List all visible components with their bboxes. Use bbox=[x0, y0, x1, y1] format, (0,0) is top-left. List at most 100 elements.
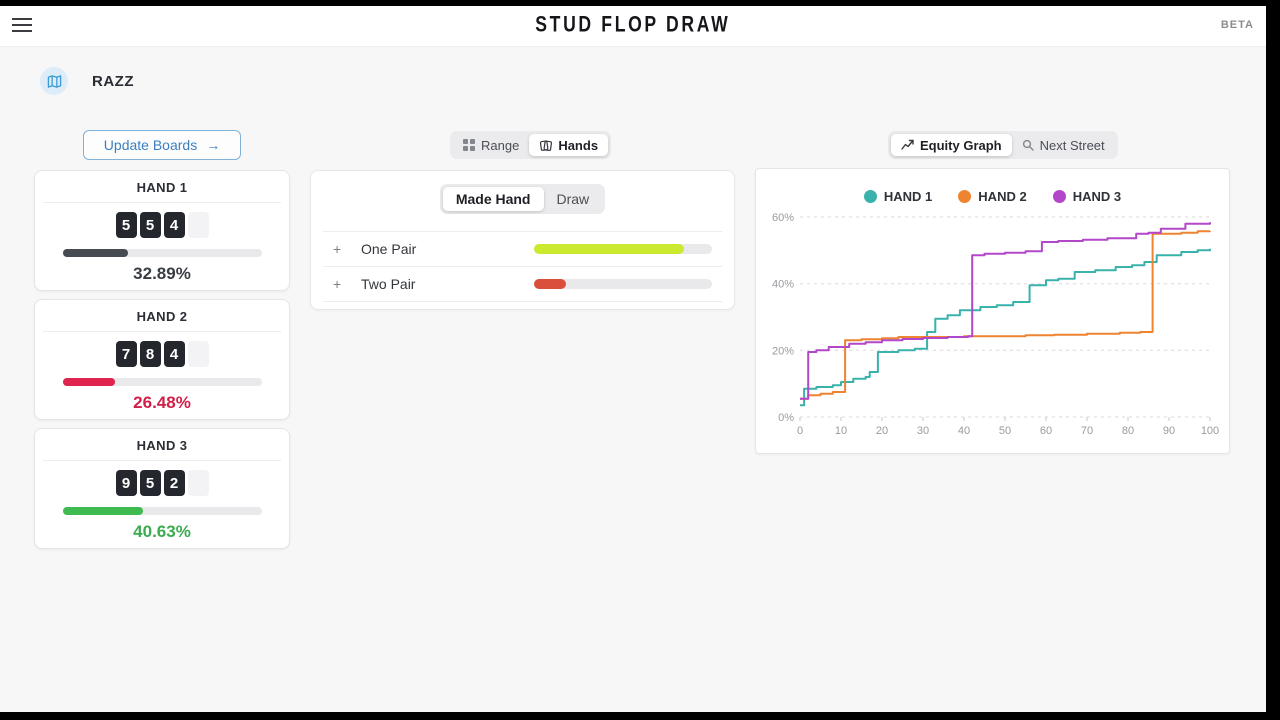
legend-dot-icon bbox=[1052, 190, 1066, 203]
top-bar: STUD FLOP DRAW BETA bbox=[0, 6, 1266, 47]
svg-text:60%: 60% bbox=[771, 212, 793, 224]
hidden-card-tile bbox=[187, 470, 209, 496]
svg-text:0: 0 bbox=[796, 425, 802, 437]
tab-range[interactable]: Range bbox=[453, 134, 529, 156]
tab-range-label: Range bbox=[481, 137, 520, 153]
frequency-bar-track bbox=[534, 244, 712, 254]
hand-2-title: HAND 2 bbox=[136, 309, 188, 324]
hand-3-title: HAND 3 bbox=[136, 438, 188, 453]
equity-percentage: 26.48% bbox=[133, 393, 191, 412]
svg-text:20: 20 bbox=[875, 425, 887, 437]
legend-item[interactable]: HAND 3 bbox=[1052, 189, 1122, 204]
expand-plus-icon[interactable]: + bbox=[333, 241, 342, 257]
hand-1-title: HAND 1 bbox=[136, 180, 188, 195]
card-tile: 8 bbox=[139, 341, 161, 367]
svg-text:100: 100 bbox=[1200, 425, 1218, 437]
equity-chart: 0% 20% 40% 60% 0 10 20 30 40 50 60 70 80 90 100 bbox=[771, 212, 1218, 437]
svg-text:20%: 20% bbox=[771, 345, 793, 357]
tab-equity-graph-label: Equity Graph bbox=[920, 137, 1002, 153]
card-tile: 5 bbox=[139, 470, 161, 496]
card-tile: 2 bbox=[163, 470, 185, 496]
svg-text:40: 40 bbox=[957, 425, 969, 437]
legend-item[interactable]: HAND 1 bbox=[863, 189, 933, 204]
equity-percentage: 40.63% bbox=[133, 522, 191, 541]
search-icon bbox=[1022, 139, 1034, 151]
svg-text:60: 60 bbox=[1039, 425, 1051, 437]
equity-bar-track bbox=[62, 507, 262, 515]
card-tile: 4 bbox=[163, 212, 185, 238]
frequency-bar-track bbox=[534, 279, 712, 289]
tab-equity-graph[interactable]: Equity Graph bbox=[891, 134, 1012, 156]
expand-plus-icon[interactable]: + bbox=[333, 276, 342, 292]
legend-dot-icon bbox=[958, 190, 972, 203]
svg-text:90: 90 bbox=[1162, 425, 1174, 437]
trend-chart-icon bbox=[901, 139, 914, 151]
tab-draw-label: Draw bbox=[556, 191, 590, 207]
equity-bar-fill bbox=[62, 507, 144, 515]
tab-hands-label: Hands bbox=[558, 137, 599, 153]
view-toggle: Range Hands bbox=[450, 131, 612, 159]
svg-text:10: 10 bbox=[834, 425, 846, 437]
svg-text:30: 30 bbox=[916, 425, 928, 437]
card-tile: 4 bbox=[163, 341, 185, 367]
app-title: STUD FLOP DRAW bbox=[535, 12, 731, 38]
beta-badge: BETA bbox=[1220, 19, 1254, 31]
grid-icon bbox=[463, 139, 475, 151]
hand-category-label: One Pair bbox=[361, 241, 417, 257]
made-hand-row-one-pair: + One Pair bbox=[323, 232, 722, 267]
equity-bar-track bbox=[62, 378, 262, 386]
divider bbox=[43, 202, 281, 203]
graph-toggle: Equity Graph Next Street bbox=[888, 131, 1118, 159]
equity-percentage: 32.89% bbox=[133, 264, 191, 283]
update-boards-label: Update Boards bbox=[103, 137, 198, 153]
made-hands-panel: Made Hand Draw + One Pair + Two Pair bbox=[310, 170, 735, 310]
made-hand-draw-toggle: Made Hand Draw bbox=[439, 184, 606, 214]
equity-bar-fill bbox=[62, 378, 116, 386]
tab-next-street-label: Next Street bbox=[1039, 137, 1105, 153]
equity-bar-track bbox=[62, 249, 262, 257]
game-type-label: RAZZ bbox=[92, 73, 134, 90]
legend-item[interactable]: HAND 2 bbox=[958, 189, 1027, 204]
made-hand-list: + One Pair + Two Pair bbox=[323, 231, 722, 302]
tab-next-street[interactable]: Next Street bbox=[1012, 134, 1115, 156]
svg-text:50: 50 bbox=[998, 425, 1010, 437]
map-icon[interactable] bbox=[40, 67, 68, 95]
svg-text:80: 80 bbox=[1121, 425, 1133, 437]
card-tile: 7 bbox=[115, 341, 137, 367]
tab-made-hand[interactable]: Made Hand bbox=[442, 187, 544, 211]
hidden-card-tile bbox=[187, 341, 209, 367]
card-tile: 5 bbox=[115, 212, 137, 238]
tab-made-hand-label: Made Hand bbox=[455, 191, 531, 207]
legend-label: HAND 1 bbox=[883, 189, 933, 204]
tab-hands[interactable]: Hands bbox=[529, 134, 609, 156]
divider bbox=[43, 460, 281, 461]
hamburger-menu-icon[interactable] bbox=[12, 18, 32, 36]
card-tile: 9 bbox=[115, 470, 137, 496]
chart-legend: HAND 1 HAND 2 HAND 3 bbox=[756, 189, 1229, 204]
card-tile: 5 bbox=[139, 212, 161, 238]
made-hand-row-two-pair: + Two Pair bbox=[323, 267, 722, 302]
svg-text:0%: 0% bbox=[778, 412, 794, 424]
app-window: STUD FLOP DRAW BETA RAZZ Update Boards →… bbox=[0, 6, 1266, 712]
divider bbox=[43, 331, 281, 332]
hidden-card-tile bbox=[187, 212, 209, 238]
cards-icon bbox=[539, 139, 553, 152]
equity-graph-panel: HAND 1 HAND 2 HAND 3 0% 20% 40% 60% 0 10 20 30 40 5… bbox=[755, 168, 1230, 454]
legend-label: HAND 3 bbox=[1072, 189, 1122, 204]
hand-category-label: Two Pair bbox=[361, 276, 416, 292]
svg-text:40%: 40% bbox=[771, 279, 793, 291]
frequency-bar-fill bbox=[534, 244, 684, 254]
svg-text:70: 70 bbox=[1080, 425, 1092, 437]
equity-bar-fill bbox=[62, 249, 128, 257]
update-boards-button[interactable]: Update Boards → bbox=[83, 130, 241, 160]
arrow-right-icon: → bbox=[206, 137, 221, 153]
frequency-bar-fill bbox=[534, 279, 567, 289]
tab-draw[interactable]: Draw bbox=[544, 187, 603, 211]
